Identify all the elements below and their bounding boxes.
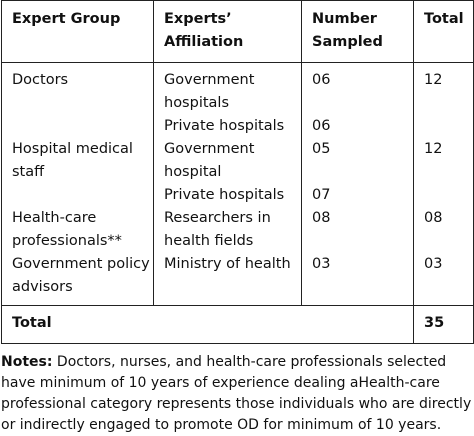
cell-total	[413, 115, 474, 138]
cell-number: 06	[301, 62, 414, 115]
header-expert-group: Expert Group	[1, 0, 154, 63]
table-row: Doctors Government hospitals 06 12	[1, 62, 474, 115]
expert-sample-table: Expert Group Experts’ Affiliation Number…	[1, 0, 474, 344]
cell-total: 12	[413, 62, 474, 115]
cell-number: 03	[301, 253, 414, 306]
table-row: Hospital medical staff Government hospit…	[1, 138, 474, 184]
table-row: Private hospitals 07	[1, 184, 474, 207]
cell-number: 05	[301, 138, 414, 184]
header-number-sampled: Number Sampled	[301, 0, 414, 63]
table-row: Health-care professionals** Researchers …	[1, 207, 474, 253]
cell-number: 06	[301, 115, 414, 138]
cell-affiliation: Researchers in health fields	[153, 207, 302, 253]
total-value: 35	[413, 305, 474, 344]
cell-affiliation: Government hospital	[153, 138, 302, 184]
cell-group	[1, 184, 154, 207]
cell-affiliation: Private hospitals	[153, 115, 302, 138]
table-row: Government policy advisors Ministry of h…	[1, 253, 474, 306]
header-row: Expert Group Experts’ Affiliation Number…	[1, 0, 474, 63]
cell-affiliation: Ministry of health	[153, 253, 302, 306]
cell-total: 12	[413, 138, 474, 184]
cell-affiliation: Private hospitals	[153, 184, 302, 207]
cell-group: Health-care professionals**	[1, 207, 154, 253]
cell-group: Hospital medical staff	[1, 138, 154, 184]
notes-label: Notes:	[1, 354, 53, 370]
cell-total: 08	[413, 207, 474, 253]
table-row: Private hospitals 06	[1, 115, 474, 138]
cell-total	[413, 184, 474, 207]
cell-group: Doctors	[1, 62, 154, 115]
cell-affiliation: Government hospitals	[153, 62, 302, 115]
cell-number: 08	[301, 207, 414, 253]
total-label: Total	[1, 305, 414, 344]
notes-text: Doctors, nurses, and health-care profess…	[1, 354, 472, 433]
table-notes: Notes: Doctors, nurses, and health-care …	[1, 352, 474, 436]
cell-total: 03	[413, 253, 474, 306]
cell-number: 07	[301, 184, 414, 207]
cell-group	[1, 115, 154, 138]
header-experts-affiliation: Experts’ Affiliation	[153, 0, 302, 63]
cell-group: Government policy advisors	[1, 253, 154, 306]
header-total: Total	[413, 0, 474, 63]
total-row: Total 35	[1, 305, 474, 344]
expert-sample-table-container: Expert Group Experts’ Affiliation Number…	[1, 0, 474, 344]
